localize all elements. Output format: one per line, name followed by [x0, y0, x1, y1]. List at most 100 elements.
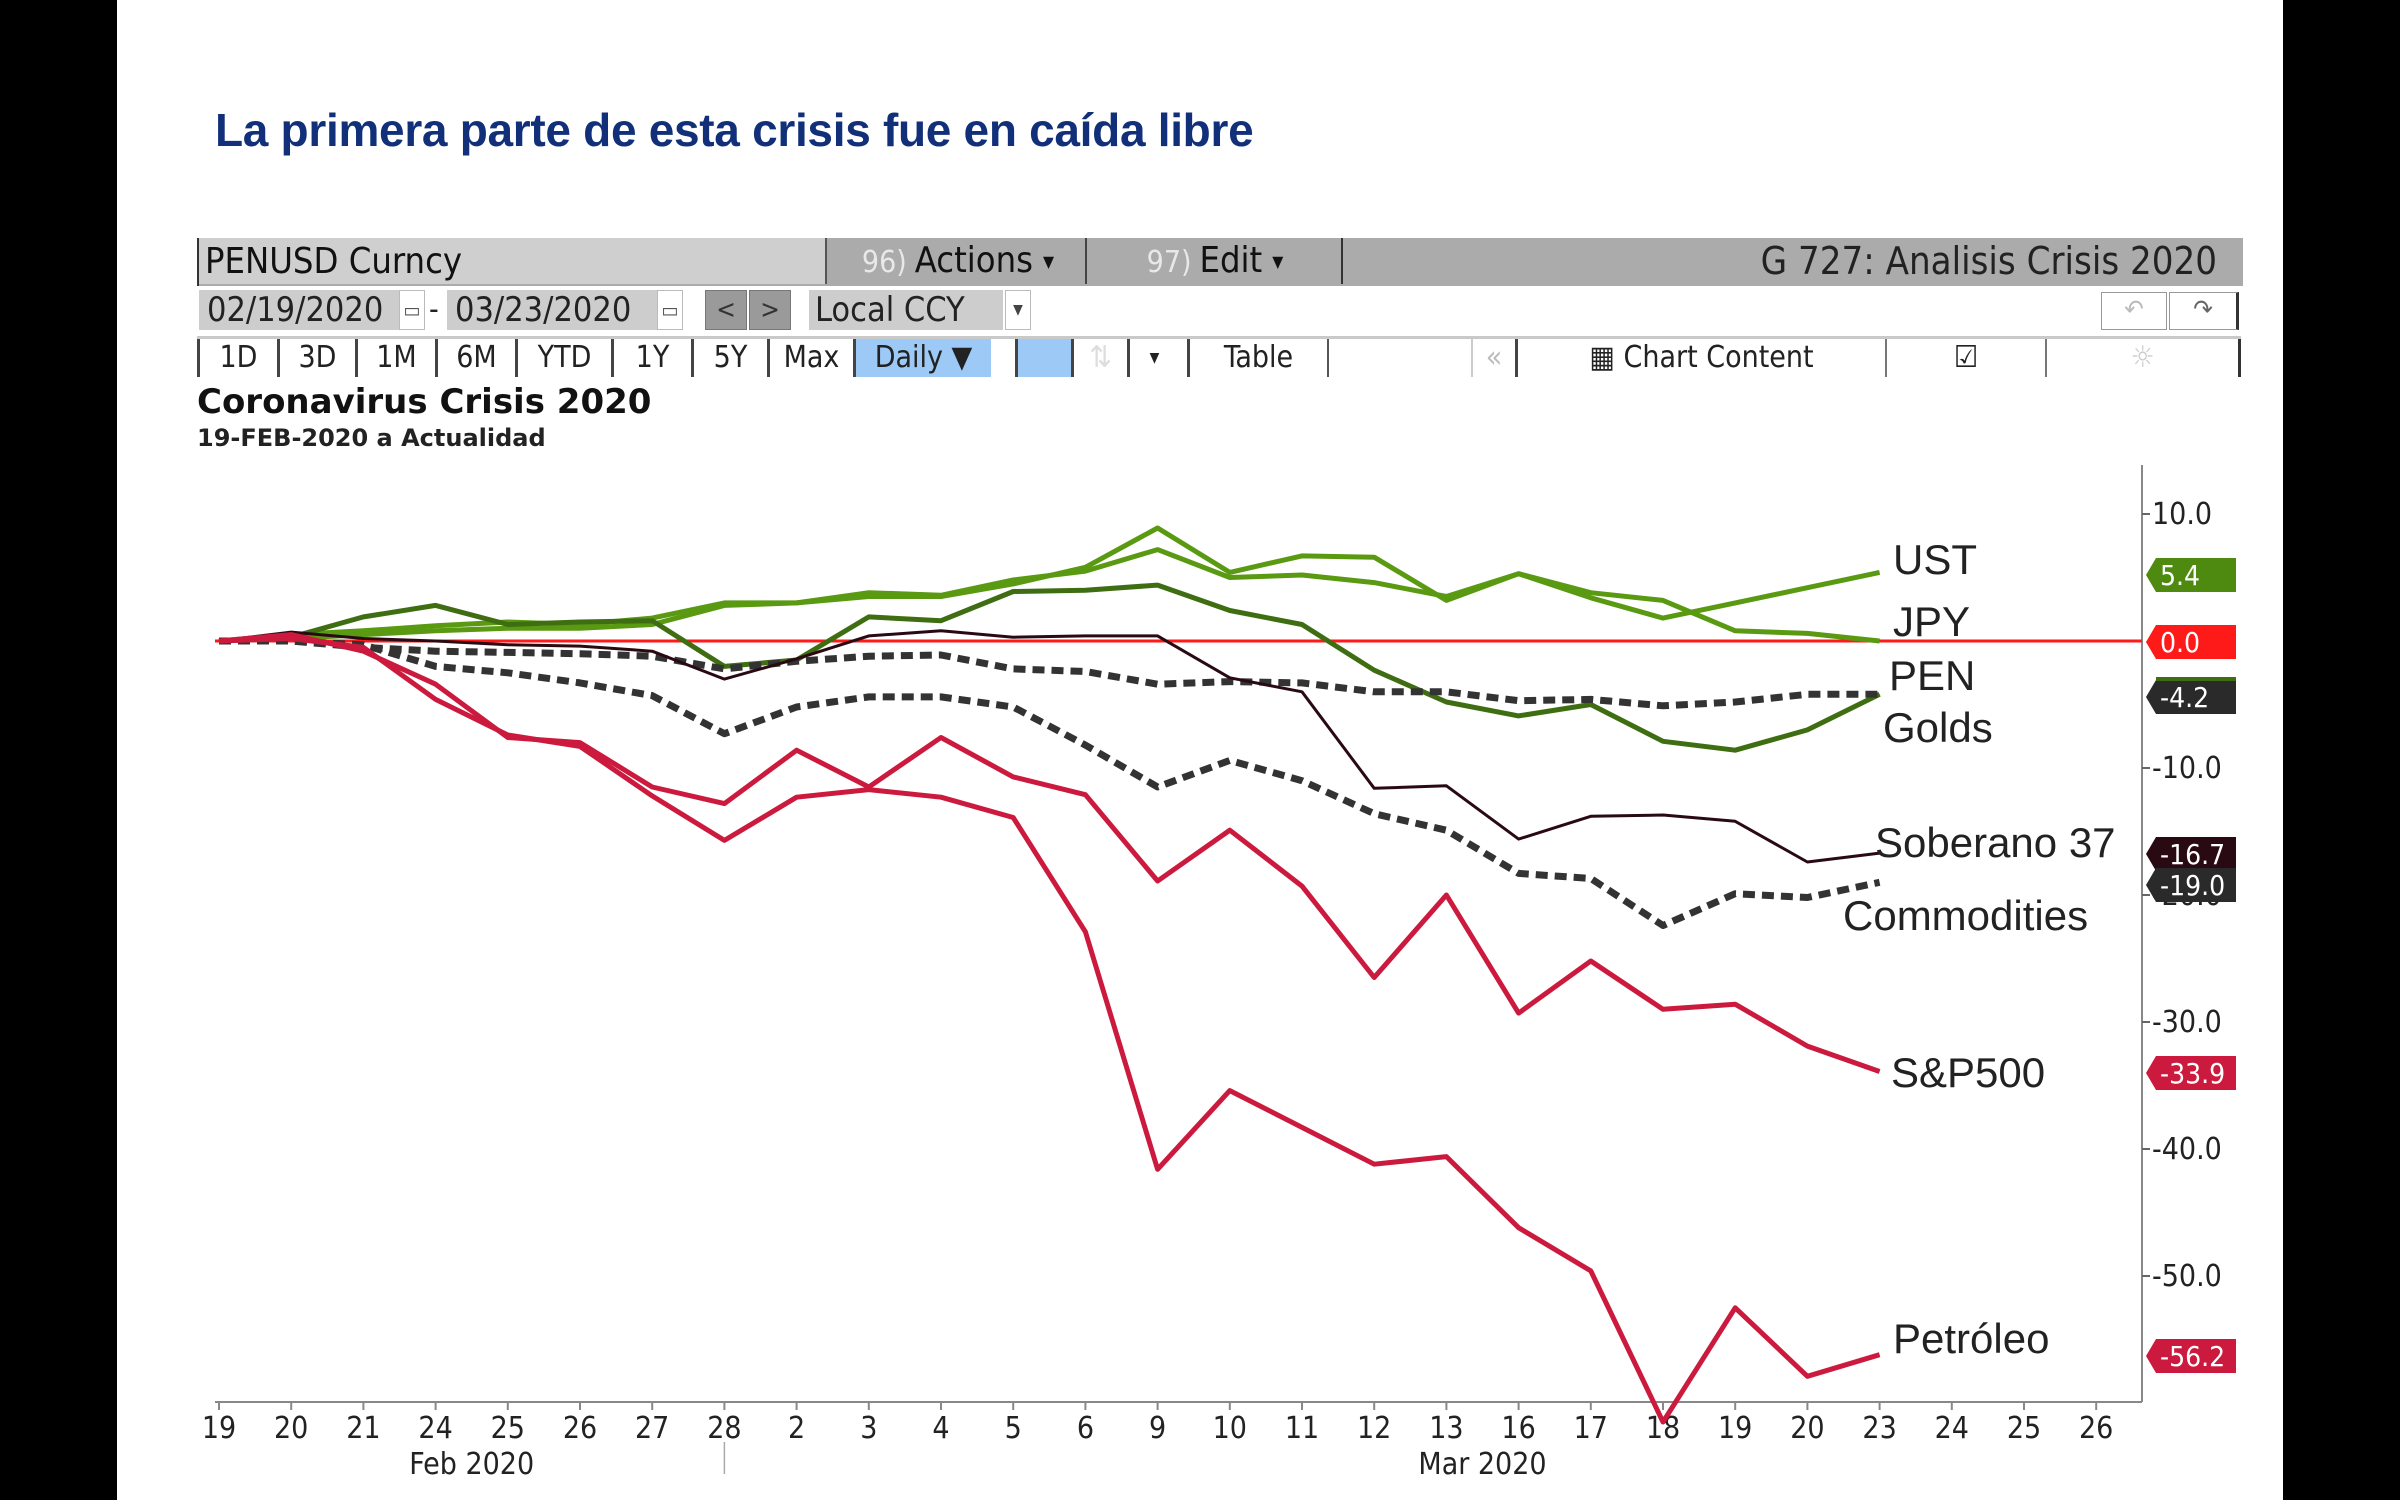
settings-icon[interactable]: ☼ — [2045, 339, 2241, 377]
value-badge-text-soberano-37: -16.7 — [2160, 838, 2225, 871]
series-line-soberano-37 — [218, 629, 1880, 864]
x-tick-label: 19 — [1718, 1411, 1752, 1446]
series-label-petr-leo: Petróleo — [1893, 1315, 2049, 1362]
x-tick-label: 24 — [1935, 1411, 1969, 1446]
prev-period-button[interactable]: < — [705, 290, 747, 330]
calendar-icon[interactable]: ▭ — [657, 290, 683, 330]
chart-title: Coronavirus Crisis 2020 — [197, 382, 652, 422]
series-line-pen — [218, 582, 1881, 753]
value-badge-petr-leo — [2146, 1339, 2236, 1373]
value-badge-s-p500 — [2146, 1056, 2236, 1090]
value-badge-ust — [2146, 558, 2236, 592]
start-date-input[interactable]: 02/19/2020 — [199, 290, 399, 330]
value-badge-text-s-p500: -33.9 — [2160, 1057, 2225, 1090]
graph-title: G 727: Analisis Crisis 2020 — [1760, 239, 2217, 283]
period-5y[interactable]: 5Y — [691, 339, 767, 377]
x-tick-label: 23 — [1862, 1411, 1896, 1446]
x-tick-label: 20 — [1790, 1411, 1824, 1446]
slide-title: La primera parte de esta crisis fue en c… — [215, 104, 1254, 156]
period-6m[interactable]: 6M — [435, 339, 515, 377]
value-badge-text-petr-leo: -56.2 — [2160, 1340, 2225, 1373]
series-label-jpy: JPY — [1893, 598, 1970, 645]
series-lines — [218, 525, 1881, 1425]
toolbar-header: PENUSD Curncy 96) Actions ▼ 97) Edit ▼ G 727… — [197, 238, 2243, 286]
toolbar-dates: 02/19/2020 ▭ - 03/23/2020 ▭ < > Local CC… — [197, 288, 2241, 332]
actions-label: Actions — [914, 240, 1034, 281]
x-tick-label: 10 — [1213, 1411, 1247, 1446]
value-badge-text-ust: 5.4 — [2160, 559, 2200, 592]
y-tick-label: -10.0 — [2152, 751, 2222, 786]
value-badge-jpy — [2146, 625, 2236, 659]
y-tick-label: 10.0 — [2152, 497, 2212, 532]
x-tick-label: 27 — [635, 1411, 669, 1446]
series-line-commodities — [219, 637, 1881, 929]
x-tick-label: 17 — [1574, 1411, 1608, 1446]
chart-plot: 19 20 21 24 25 26 27 28 2 3 4 5 6 9 10 11 12 13 16 17 18 19 20… — [202, 465, 2236, 1482]
x-tick-label: 16 — [1501, 1411, 1535, 1446]
series-label-s-p500: S&P500 — [1891, 1049, 2045, 1096]
actions-menu-button[interactable]: 96) Actions ▼ — [831, 238, 1087, 284]
frequency-select[interactable]: Daily ▼ — [853, 339, 991, 377]
end-date-input[interactable]: 03/23/2020 — [447, 290, 657, 330]
calendar-icon[interactable]: ▭ — [399, 290, 425, 330]
y-tick-label: -50.0 — [2152, 1259, 2222, 1294]
caret-down-icon: ▼ — [1272, 252, 1284, 271]
caret-down-icon[interactable]: ▼ — [1127, 339, 1179, 377]
chart-content-button[interactable]: ▦ Chart Content — [1515, 339, 1885, 377]
caret-down-icon: ▼ — [1043, 252, 1055, 271]
value-badge-text-commodities: -19.0 — [2160, 869, 2225, 902]
series-line-jpy — [218, 525, 1880, 644]
next-period-button[interactable]: > — [749, 290, 791, 330]
series-labels: UST JPY PEN Golds Soberano 37 Commodities S&P5… — [1843, 536, 2116, 1362]
edit-number: 97) — [1146, 245, 1192, 280]
period-3d[interactable]: 3D — [277, 339, 355, 377]
x-tick-label: 5 — [1005, 1411, 1022, 1446]
month-label: Feb 2020 — [409, 1447, 534, 1482]
x-tick-label: 13 — [1429, 1411, 1463, 1446]
slide: La primera parte de esta crisis fue en c… — [117, 0, 2283, 1500]
caret-down-icon[interactable]: ▼ — [1005, 290, 1031, 330]
y-tick-label: -30.0 — [2152, 1005, 2222, 1040]
edit-menu-button[interactable]: 97) Edit ▼ — [1089, 238, 1343, 284]
x-tick-label: 20 — [274, 1411, 308, 1446]
x-tick-label: 26 — [563, 1411, 597, 1446]
x-tick-label: 9 — [1149, 1411, 1166, 1446]
series-label-golds: Golds — [1883, 704, 1993, 751]
period-1m[interactable]: 1M — [355, 339, 435, 377]
value-badge-commodities — [2146, 868, 2236, 902]
series-label-pen: PEN — [1889, 652, 1975, 699]
ticker-field[interactable]: PENUSD Curncy — [199, 238, 827, 284]
value-badges: 5.4 0.0 -4.2 -16.7-19.0 -33.9 -56.2 — [2146, 558, 2236, 1373]
redo-icon[interactable]: ↷ — [2169, 292, 2239, 330]
x-tick-label: 21 — [346, 1411, 380, 1446]
period-ytd[interactable]: YTD — [515, 339, 611, 377]
undo-icon[interactable]: ↶ — [2101, 292, 2167, 330]
date-separator: - — [429, 292, 439, 327]
chart-content-icon: ▦ — [1589, 340, 1624, 375]
value-badge-text-jpy: 0.0 — [2160, 626, 2200, 659]
period-1y[interactable]: 1Y — [611, 339, 691, 377]
table-button[interactable]: Table — [1187, 339, 1327, 377]
edit-chart-icon[interactable]: ☑ — [1885, 339, 2045, 377]
series-line-petr-leo — [218, 636, 1881, 1425]
x-tick-label: 6 — [1077, 1411, 1094, 1446]
chart-subtitle: 19-FEB-2020 a Actualidad — [197, 424, 546, 452]
x-tick-label: 19 — [202, 1411, 236, 1446]
toolbar-periods: 1D 3D 1M 6M YTD 1Y 5Y Max Daily ▼ ⇅ ▼ Ta… — [197, 336, 2241, 377]
badge-stripe — [2156, 677, 2236, 681]
compare-icon[interactable]: ⇅ — [1071, 339, 1127, 377]
actions-number: 96) — [861, 245, 907, 280]
chart-type-button[interactable] — [1015, 339, 1071, 377]
currency-select[interactable]: Local CCY — [809, 290, 1003, 330]
series-label-ust: UST — [1893, 536, 1977, 583]
x-tick-label: 28 — [707, 1411, 741, 1446]
y-tick-label: -40.0 — [2152, 1132, 2222, 1167]
x-tick-label: 2 — [788, 1411, 805, 1446]
x-tick-label: 12 — [1357, 1411, 1391, 1446]
collapse-icon[interactable]: « — [1471, 339, 1515, 377]
month-label: Mar 2020 — [1418, 1447, 1546, 1482]
period-1d[interactable]: 1D — [197, 339, 277, 377]
period-max[interactable]: Max — [767, 339, 853, 377]
series-line-golds — [219, 637, 1880, 710]
x-tick-label: 25 — [491, 1411, 525, 1446]
